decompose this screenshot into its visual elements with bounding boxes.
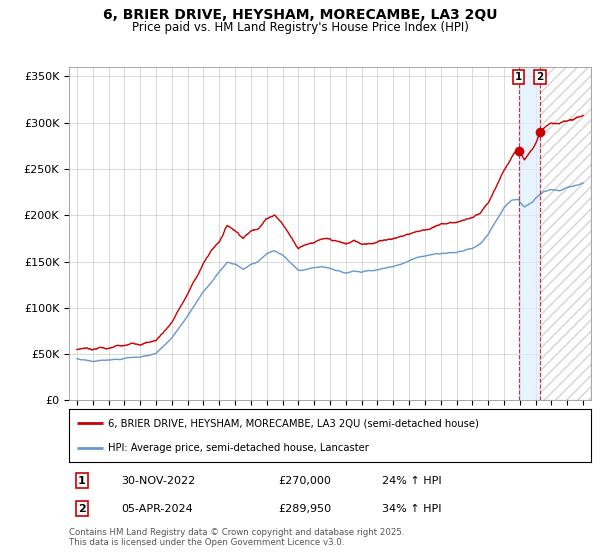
Text: 05-APR-2024: 05-APR-2024 [121,504,193,514]
Text: 30-NOV-2022: 30-NOV-2022 [121,475,196,486]
Text: Contains HM Land Registry data © Crown copyright and database right 2025.
This d: Contains HM Land Registry data © Crown c… [69,528,404,547]
Text: 2: 2 [536,72,544,82]
Text: 6, BRIER DRIVE, HEYSHAM, MORECAMBE, LA3 2QU (semi-detached house): 6, BRIER DRIVE, HEYSHAM, MORECAMBE, LA3 … [108,418,479,428]
Text: 2: 2 [78,504,86,514]
Text: 1: 1 [515,72,522,82]
Text: 1: 1 [78,475,86,486]
Bar [518,67,540,400]
Text: 24% ↑ HPI: 24% ↑ HPI [382,475,442,486]
Text: Price paid vs. HM Land Registry's House Price Index (HPI): Price paid vs. HM Land Registry's House … [131,21,469,34]
Text: £270,000: £270,000 [278,475,331,486]
Text: £289,950: £289,950 [278,504,331,514]
Text: 6, BRIER DRIVE, HEYSHAM, MORECAMBE, LA3 2QU: 6, BRIER DRIVE, HEYSHAM, MORECAMBE, LA3 … [103,8,497,22]
Bar [540,67,591,400]
Text: HPI: Average price, semi-detached house, Lancaster: HPI: Average price, semi-detached house,… [108,442,369,452]
Bar [540,67,591,400]
Text: 34% ↑ HPI: 34% ↑ HPI [382,504,442,514]
